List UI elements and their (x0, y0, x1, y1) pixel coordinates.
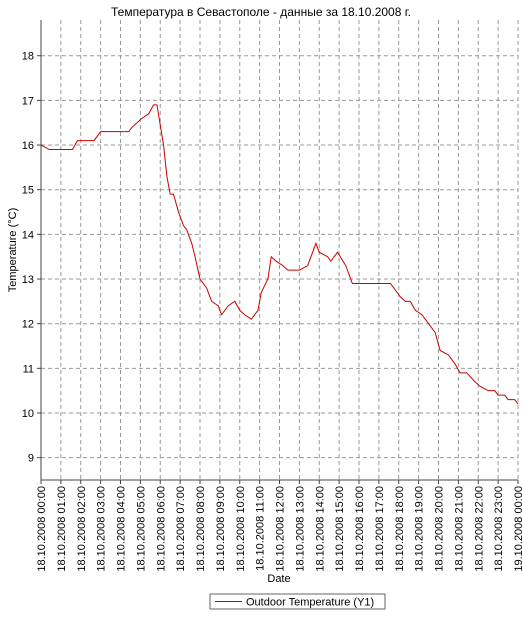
x-tick-label: 18.10.2008 22:00 (473, 486, 485, 572)
x-tick-label: 18.10.2008 10:00 (235, 486, 247, 572)
chart-title: Температура в Севастополе - данные за 18… (111, 5, 411, 19)
x-tick-label: 18.10.2008 17:00 (374, 486, 386, 572)
x-tick-label: 18.10.2008 09:00 (215, 486, 227, 572)
x-tick-label: 18.10.2008 03:00 (96, 486, 108, 572)
x-tick-label: 18.10.2008 23:00 (493, 486, 505, 572)
y-axis-label: Temperature (°C) (7, 208, 19, 292)
y-tick-label: 14 (22, 229, 34, 241)
x-tick-label: 18.10.2008 20:00 (434, 486, 446, 572)
x-tick-label: 18.10.2008 05:00 (135, 486, 147, 572)
y-tick-label: 12 (22, 319, 34, 331)
x-tick-label: 18.10.2008 14:00 (314, 486, 326, 572)
y-tick-label: 11 (23, 363, 34, 375)
y-tick-label: 16 (22, 140, 34, 152)
x-tick-label: 18.10.2008 04:00 (116, 486, 128, 572)
x-tick-label: 18.10.2008 01:00 (56, 486, 68, 572)
y-tick-label: 13 (22, 274, 34, 286)
x-tick-label: 18.10.2008 11:00 (255, 486, 267, 571)
x-axis-label: Date (267, 573, 290, 585)
plot-area (41, 20, 518, 480)
x-tick-label: 18.10.2008 13:00 (294, 486, 306, 572)
x-tick-label: 18.10.2008 15:00 (334, 486, 346, 572)
x-tick-label: 19.10.2008 00:00 (513, 486, 522, 572)
y-tick-label: 18 (22, 51, 34, 63)
y-tick-label: 10 (22, 408, 34, 420)
x-tick-label: 18.10.2008 19:00 (414, 486, 426, 572)
x-tick-label: 18.10.2008 21:00 (453, 486, 465, 572)
y-tick-label: 9 (28, 453, 34, 465)
x-tick-label: 18.10.2008 06:00 (155, 486, 167, 572)
x-tick-label: 18.10.2008 00:00 (36, 486, 48, 572)
line-series (40, 104, 519, 405)
x-tick-label: 18.10.2008 08:00 (195, 486, 207, 572)
legend-box (209, 593, 386, 610)
legend-label: Outdoor Temperature (Y1) (246, 597, 374, 609)
x-tick-label: 18.10.2008 12:00 (275, 486, 287, 572)
x-tick-label: 18.10.2008 18:00 (394, 486, 406, 572)
x-tick-label: 18.10.2008 02:00 (76, 486, 88, 572)
y-tick-label: 17 (22, 95, 34, 107)
x-tick-label: 18.10.2008 07:00 (175, 486, 187, 572)
x-tick-label: 18.10.2008 16:00 (354, 486, 366, 572)
y-tick-label: 15 (22, 185, 34, 197)
